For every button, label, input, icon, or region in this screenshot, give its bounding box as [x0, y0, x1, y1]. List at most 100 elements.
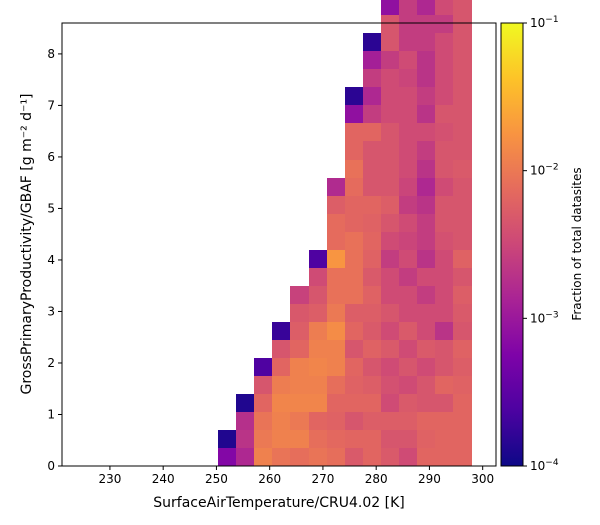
heatmap-cell: [435, 105, 453, 123]
heatmap-cell: [435, 214, 453, 232]
heatmap-cell: [435, 286, 453, 304]
heatmap-cell: [272, 430, 290, 448]
heatmap-cell: [363, 250, 381, 268]
heatmap-cell: [399, 123, 417, 141]
y-tick-label: 2: [47, 356, 55, 370]
heatmap-cell: [435, 15, 453, 33]
heatmap-cell: [363, 394, 381, 412]
heatmap-cell: [327, 322, 345, 340]
heatmap-cell: [399, 15, 417, 33]
heatmap-cell: [345, 322, 363, 340]
heatmap-cell: [399, 358, 417, 376]
x-tick-label: 230: [98, 472, 121, 486]
heatmap-cell: [345, 340, 363, 358]
heatmap-cell: [435, 358, 453, 376]
heatmap-cell: [327, 412, 345, 430]
heatmap-cell: [381, 304, 399, 322]
heatmap-cell: [417, 232, 435, 250]
heatmap-cell: [363, 105, 381, 123]
heatmap-cell: [363, 123, 381, 141]
heatmap-cell: [363, 87, 381, 105]
y-tick-label: 5: [47, 201, 55, 215]
heatmap-cell: [399, 340, 417, 358]
heatmap-cell: [453, 0, 472, 15]
heatmap-cell: [399, 51, 417, 69]
heatmap-cell: [272, 448, 290, 466]
heatmap-cell: [435, 430, 453, 448]
colorbar-ticks: 10−4 10−3 10−2 10−1: [523, 15, 559, 473]
x-tick-label: 300: [471, 472, 494, 486]
heatmap-cell: [399, 448, 417, 466]
heatmap-cell: [363, 430, 381, 448]
heatmap-cell: [435, 376, 453, 394]
heatmap-cell: [381, 268, 399, 286]
heatmap-cell: [327, 196, 345, 214]
heatmap-cell: [417, 105, 435, 123]
heatmap-cell: [453, 123, 472, 141]
heatmap-cell: [272, 358, 290, 376]
heatmap-cell: [254, 412, 272, 430]
heatmap-cell: [399, 232, 417, 250]
heatmap-cell: [453, 87, 472, 105]
heatmap-cell: [417, 87, 435, 105]
heatmap-cell: [381, 358, 399, 376]
heatmap-cell: [453, 358, 472, 376]
heatmap-cell: [417, 376, 435, 394]
heatmap-cell: [290, 376, 309, 394]
heatmap-cell: [453, 33, 472, 51]
y-tick-label: 7: [47, 98, 55, 112]
heatmap-cell: [327, 250, 345, 268]
heatmap-cell: [327, 376, 345, 394]
heatmap-cell: [417, 178, 435, 196]
heatmap-cell: [417, 51, 435, 69]
heatmap-cell: [381, 322, 399, 340]
heatmap-cell: [218, 430, 236, 448]
plot-frame: [61, 22, 497, 467]
heatmap-cell: [363, 232, 381, 250]
heatmap-cell: [435, 33, 453, 51]
heatmap-cell: [363, 141, 381, 160]
heatmap-cell: [453, 250, 472, 268]
heatmap-cell: [272, 376, 290, 394]
heatmap-cell: [417, 430, 435, 448]
heatmap-cell: [435, 412, 453, 430]
y-axis-label: GrossPrimaryProductivity/GBAF [g m⁻² d⁻¹…: [19, 93, 35, 394]
y-tick-label: 3: [47, 304, 55, 318]
heatmap-cell: [381, 87, 399, 105]
heatmap-cell: [345, 141, 363, 160]
heatmap-cell: [417, 123, 435, 141]
y-tick-label: 8: [47, 47, 55, 61]
heatmap-cell: [381, 196, 399, 214]
heatmap-cell: [417, 214, 435, 232]
heatmap-cell: [309, 250, 327, 268]
heatmap-cell: [236, 430, 254, 448]
colorbar-tick-label: 10−4: [530, 458, 559, 473]
heatmap-cell: [435, 196, 453, 214]
heatmap-cell: [399, 69, 417, 87]
heatmap-cell: [417, 358, 435, 376]
heatmap-cell: [381, 448, 399, 466]
heatmap-cell: [309, 376, 327, 394]
heatmap-cell: [254, 448, 272, 466]
heatmap-cell: [435, 322, 453, 340]
heatmap-cell: [363, 51, 381, 69]
colorbar-tick-label: 10−2: [530, 163, 559, 178]
heatmap-cell: [327, 178, 345, 196]
heatmap-cell: [435, 232, 453, 250]
heatmap-cell: [290, 412, 309, 430]
heatmap-cell: [290, 322, 309, 340]
colorbar-tick-label: 10−3: [530, 310, 559, 325]
heatmap-cell: [435, 141, 453, 160]
heatmap-cell: [435, 304, 453, 322]
heatmap-cell: [345, 196, 363, 214]
heatmap-cell: [417, 33, 435, 51]
heatmap-cell: [435, 69, 453, 87]
heatmap-cell: [309, 430, 327, 448]
heatmap-cell: [399, 322, 417, 340]
heatmap-cell: [453, 448, 472, 466]
heatmap-cell: [345, 268, 363, 286]
heatmap-cell: [254, 358, 272, 376]
heatmap-cell: [363, 304, 381, 322]
heatmap-cell: [399, 286, 417, 304]
